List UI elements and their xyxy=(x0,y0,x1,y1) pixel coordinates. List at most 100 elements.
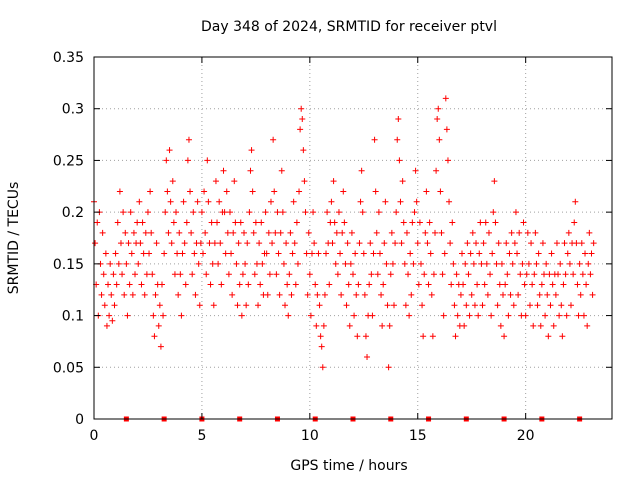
data-point xyxy=(489,250,496,257)
data-point xyxy=(436,136,443,143)
data-point xyxy=(158,281,165,288)
data-point xyxy=(590,240,597,247)
data-point xyxy=(209,260,216,267)
data-point xyxy=(351,312,358,319)
data-point xyxy=(556,312,563,319)
data-point xyxy=(117,240,124,247)
data-point xyxy=(226,209,233,216)
data-point xyxy=(277,229,284,236)
data-point xyxy=(137,240,144,247)
data-point xyxy=(195,260,202,267)
data-point xyxy=(359,209,366,216)
data-point xyxy=(288,291,295,298)
data-point xyxy=(564,250,571,257)
data-point xyxy=(114,219,121,226)
data-point xyxy=(469,229,476,236)
data-point xyxy=(502,281,509,288)
data-point xyxy=(522,312,529,319)
data-point xyxy=(326,281,333,288)
data-point xyxy=(490,209,497,216)
data-point xyxy=(511,240,518,247)
data-point xyxy=(559,333,566,340)
data-point xyxy=(484,291,491,298)
data-point xyxy=(560,281,567,288)
data-point xyxy=(208,219,215,226)
data-point xyxy=(528,240,535,247)
data-point xyxy=(141,291,148,298)
data-point xyxy=(279,209,286,216)
data-point xyxy=(375,209,382,216)
data-point xyxy=(224,229,231,236)
data-point xyxy=(293,219,300,226)
y-tick-label: 0.35 xyxy=(53,50,84,66)
data-point xyxy=(403,229,410,236)
data-point xyxy=(196,302,203,309)
data-point xyxy=(252,219,259,226)
data-point xyxy=(475,312,482,319)
data-point xyxy=(98,291,105,298)
data-point xyxy=(241,229,248,236)
data-point xyxy=(263,250,270,257)
data-point xyxy=(450,260,457,267)
data-point xyxy=(577,291,584,298)
data-point xyxy=(317,333,324,340)
data-point xyxy=(487,271,494,278)
data-point xyxy=(426,219,433,226)
data-point xyxy=(278,167,285,174)
data-point xyxy=(273,271,280,278)
data-point xyxy=(297,126,304,133)
data-point xyxy=(149,271,156,278)
data-point xyxy=(287,229,294,236)
data-point xyxy=(178,312,185,319)
data-point xyxy=(101,302,108,309)
data-point xyxy=(142,229,149,236)
data-point xyxy=(504,271,511,278)
data-point xyxy=(140,250,147,257)
data-point xyxy=(302,209,309,216)
data-point xyxy=(92,240,99,247)
data-point xyxy=(447,240,454,247)
data-point xyxy=(464,240,471,247)
data-point xyxy=(255,302,262,309)
data-point xyxy=(314,291,321,298)
data-point xyxy=(291,240,298,247)
data-point xyxy=(400,219,407,226)
data-point xyxy=(516,229,523,236)
data-point xyxy=(132,271,139,278)
data-point xyxy=(537,322,544,329)
data-point xyxy=(218,281,225,288)
data-point xyxy=(138,281,145,288)
data-point xyxy=(457,291,464,298)
data-point xyxy=(480,240,487,247)
data-point xyxy=(187,188,194,195)
data-point xyxy=(423,188,430,195)
data-point xyxy=(395,116,402,123)
data-point xyxy=(492,219,499,226)
data-point xyxy=(102,250,109,257)
data-point xyxy=(168,240,175,247)
data-point xyxy=(338,291,345,298)
x-tick-label: 10 xyxy=(301,428,319,444)
data-point xyxy=(346,322,353,329)
data-point xyxy=(392,240,399,247)
data-point xyxy=(352,250,359,257)
data-point xyxy=(103,322,110,329)
data-point xyxy=(125,240,132,247)
data-point xyxy=(286,271,293,278)
x-tick-labels: 0 5 10 15 20 xyxy=(90,428,535,444)
data-point xyxy=(105,281,112,288)
data-point xyxy=(434,116,441,123)
data-point xyxy=(401,260,408,267)
data-point xyxy=(465,271,472,278)
data-point xyxy=(405,271,412,278)
data-point xyxy=(432,229,439,236)
data-point xyxy=(491,178,498,185)
data-point xyxy=(153,240,160,247)
data-point xyxy=(169,178,176,185)
data-point xyxy=(144,209,151,216)
data-point xyxy=(201,188,208,195)
data-point xyxy=(323,250,330,257)
data-point xyxy=(313,322,320,329)
data-point xyxy=(245,281,252,288)
y-tick-label: 0.2 xyxy=(62,205,84,221)
